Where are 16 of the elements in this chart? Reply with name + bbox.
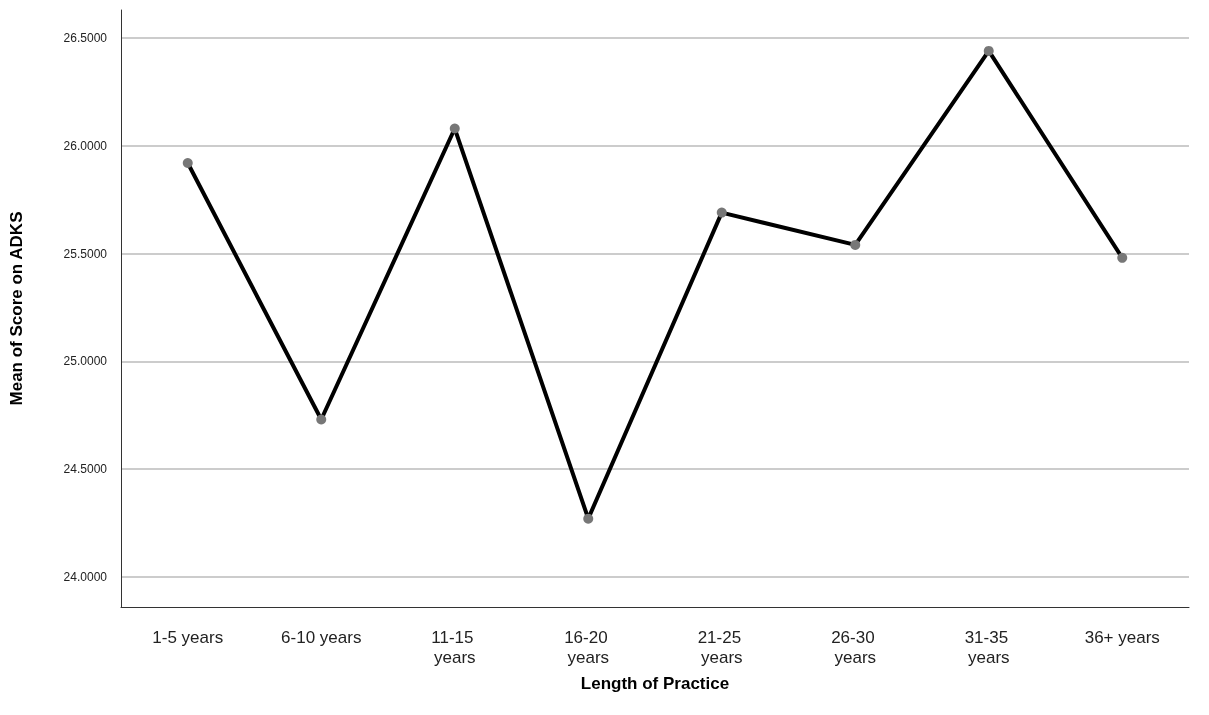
x-tick-label: 16-20 years xyxy=(564,627,613,667)
x-tick-label: 26-30 years xyxy=(831,627,880,667)
y-tick-label: 25.5000 xyxy=(63,246,108,261)
x-tick-label: 6-10 years xyxy=(281,627,362,647)
y-tick-label: 26.5000 xyxy=(63,31,108,46)
x-tick-label: 1-5 years xyxy=(152,627,224,647)
y-tick-label: 24.5000 xyxy=(63,462,108,477)
y-axis-title: Mean of Score on ADKS xyxy=(7,211,26,406)
y-tick-label: 26.0000 xyxy=(63,138,108,153)
x-tick-label: 36+ years xyxy=(1084,627,1160,647)
x-axis-title: Length of Practice xyxy=(580,674,730,693)
x-tick-label: 11-15 years xyxy=(431,627,479,667)
y-tick-label: 24.0000 xyxy=(63,569,108,584)
y-tick-label: 25.0000 xyxy=(63,354,108,369)
x-tick-label: 21-25 years xyxy=(697,627,746,667)
x-tick-label: 31-35 years xyxy=(964,627,1013,667)
